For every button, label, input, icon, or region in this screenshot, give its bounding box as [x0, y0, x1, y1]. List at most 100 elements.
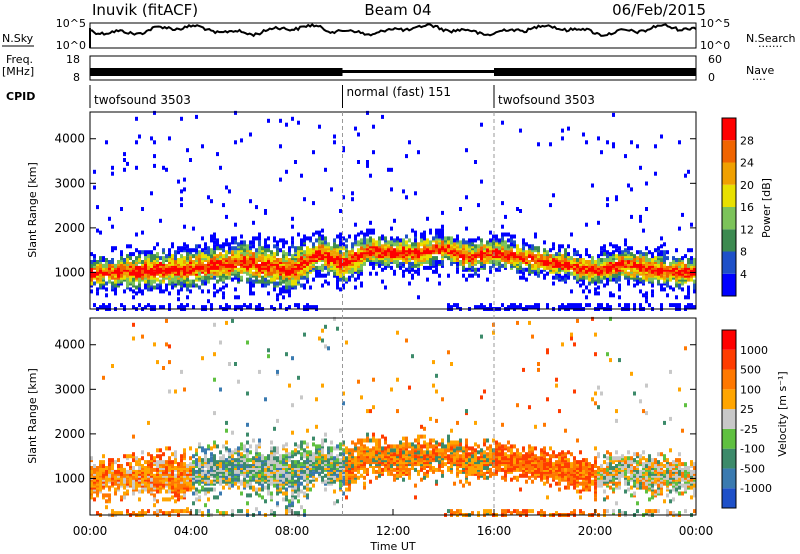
heatmap-cell — [615, 254, 618, 259]
heatmap-cell — [480, 246, 483, 251]
heatmap-cell — [219, 491, 222, 496]
heatmap-cell — [663, 287, 666, 292]
heatmap-cell — [228, 448, 231, 453]
heatmap-cell — [600, 279, 603, 284]
heatmap-cell — [435, 267, 438, 272]
heatmap-cell — [327, 446, 330, 451]
heatmap-cell — [495, 242, 498, 247]
heatmap-cell — [327, 281, 330, 286]
heatmap-cell — [660, 244, 663, 249]
heatmap-cell — [345, 456, 348, 461]
colorbar-swatch — [722, 118, 736, 141]
heatmap-cell — [402, 273, 405, 278]
heatmap-cell — [390, 167, 393, 172]
heatmap-cell — [135, 256, 138, 261]
heatmap-cell — [90, 469, 93, 474]
heatmap-cell — [474, 244, 477, 249]
heatmap-cell — [162, 452, 165, 457]
heatmap-cell — [405, 260, 408, 264]
heatmap-cell — [114, 487, 117, 492]
heatmap-cell — [621, 256, 624, 261]
heatmap-cell — [426, 265, 429, 270]
heatmap-cell — [333, 238, 336, 243]
heatmap-cell — [252, 240, 255, 245]
heatmap-cell — [129, 261, 132, 266]
heatmap-cell — [336, 244, 339, 249]
heatmap-cell — [225, 250, 228, 255]
heatmap-cell — [165, 446, 168, 451]
heatmap-cell — [273, 456, 276, 461]
heatmap-cell — [231, 246, 234, 251]
heatmap-cell — [630, 214, 633, 219]
heatmap-cell — [264, 462, 267, 467]
heatmap-cell — [264, 499, 267, 504]
heatmap-cell — [183, 387, 186, 392]
heatmap-cell — [612, 112, 615, 117]
heatmap-cell — [360, 442, 363, 447]
heatmap-cell — [186, 248, 189, 253]
heatmap-cell — [348, 479, 351, 484]
heatmap-cell — [264, 209, 267, 213]
heatmap-cell — [297, 460, 300, 465]
heatmap-cell — [216, 279, 219, 284]
heatmap-cell — [261, 256, 264, 261]
heatmap-cell — [528, 254, 531, 259]
heatmap-cell — [651, 252, 654, 257]
heatmap-cell — [255, 444, 258, 449]
heatmap-cell — [339, 209, 342, 213]
heatmap-cell — [180, 303, 183, 308]
heatmap-cell — [201, 275, 204, 280]
heatmap-cell — [666, 265, 669, 270]
heatmap-cell — [291, 244, 294, 249]
heatmap-cell — [180, 246, 183, 251]
heatmap-cell — [321, 383, 324, 388]
heatmap-cell — [225, 446, 228, 451]
power-colorbar-label: Power [dB] — [760, 178, 773, 238]
heatmap-cell — [366, 238, 369, 243]
heatmap-cell — [693, 258, 696, 262]
heatmap-cell — [447, 244, 450, 249]
heatmap-cell — [651, 293, 654, 298]
heatmap-cell — [375, 438, 378, 443]
heatmap-cell — [159, 509, 162, 514]
heatmap-cell — [492, 234, 495, 239]
heatmap-cell — [681, 256, 684, 261]
heatmap-cell — [318, 265, 321, 270]
heatmap-cell — [183, 246, 186, 251]
heatmap-cell — [237, 242, 240, 247]
heatmap-cell — [279, 454, 282, 459]
heatmap-cell — [219, 244, 222, 249]
heatmap-cell — [525, 242, 528, 247]
heatmap-cell — [276, 456, 279, 461]
heatmap-cell — [618, 250, 621, 255]
heatmap-cell — [225, 471, 228, 476]
heatmap-cell — [264, 277, 267, 282]
heatmap-cell — [318, 464, 321, 468]
heatmap-cell — [186, 244, 189, 249]
heatmap-cell — [156, 460, 159, 465]
heatmap-cell — [363, 261, 366, 266]
heatmap-cell — [363, 469, 366, 474]
heatmap-cell — [183, 224, 186, 229]
heatmap-cell — [198, 509, 201, 514]
heatmap-cell — [495, 267, 498, 272]
heatmap-cell — [324, 279, 327, 284]
heatmap-cell — [132, 322, 135, 327]
heatmap-cell — [483, 244, 486, 249]
heatmap-cell — [480, 242, 483, 247]
heatmap-cell — [204, 503, 207, 508]
heatmap-cell — [267, 248, 270, 253]
heatmap-cell — [309, 265, 312, 270]
heatmap-cell — [189, 248, 192, 253]
heatmap-cell — [138, 466, 141, 470]
heatmap-cell — [315, 305, 318, 310]
heatmap-cell — [165, 460, 168, 465]
heatmap-cell — [297, 246, 300, 251]
heatmap-cell — [135, 248, 138, 253]
heatmap-cell — [270, 454, 273, 459]
heatmap-cell — [354, 256, 357, 261]
heatmap-cell — [90, 260, 93, 264]
heatmap-cell — [114, 279, 117, 284]
heatmap-cell — [678, 140, 681, 145]
